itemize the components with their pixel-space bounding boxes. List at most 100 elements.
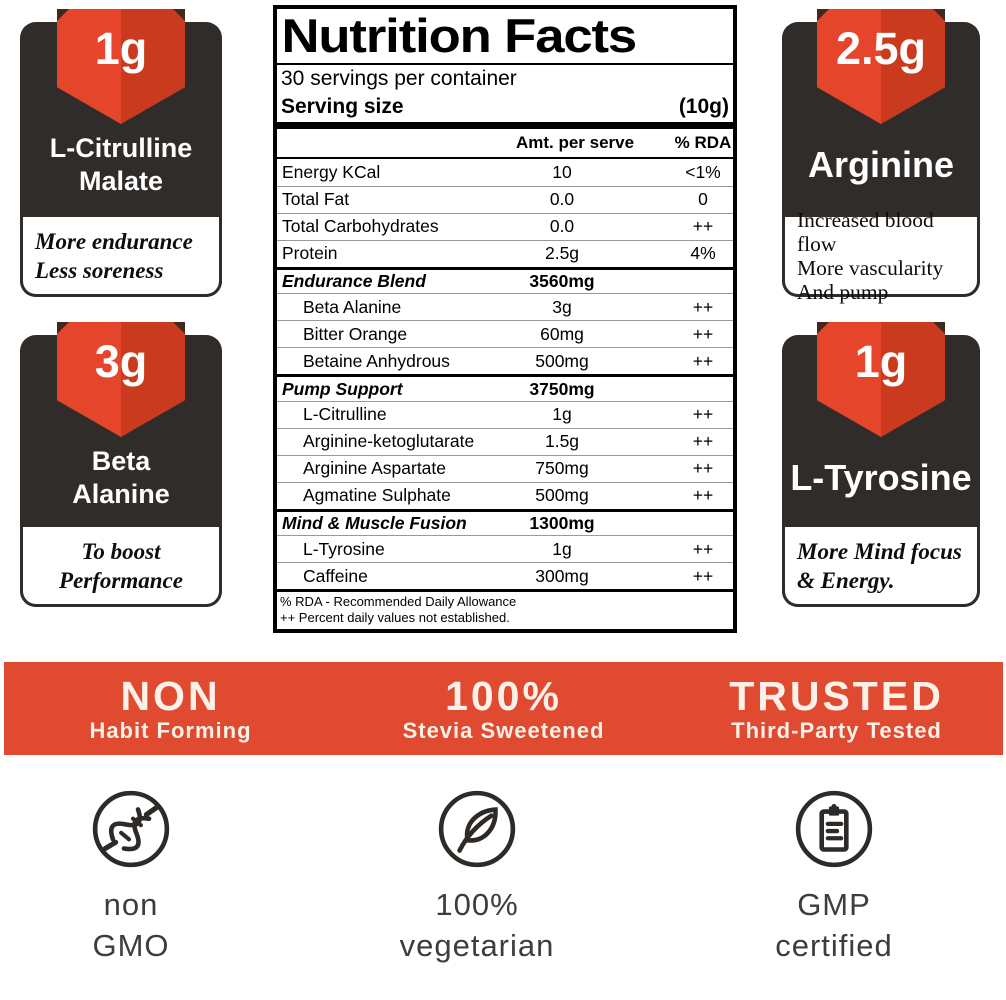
row-ingredient-name: L-Citrulline xyxy=(303,404,387,425)
row-amount: 750mg xyxy=(535,458,589,479)
feature-caption-line: certified xyxy=(775,928,893,963)
row-rda: ++ xyxy=(692,431,714,452)
rda-column-header: % RDA xyxy=(674,133,732,152)
feature-caption: GMP certified xyxy=(734,884,934,966)
ingredient-name-line: Alanine xyxy=(72,479,170,509)
ingredient-benefit-text: To boost Performance xyxy=(20,527,222,607)
row-amount: 10 xyxy=(552,161,572,182)
feature-item: GMP certified xyxy=(734,788,934,966)
row-amount: 1g xyxy=(552,404,572,425)
footnote-line: % RDA - Recommended Daily Allowance xyxy=(280,594,517,610)
row-ingredient-name: Arginine-ketoglutarate xyxy=(303,431,475,452)
row-ingredient-name: Mind & Muscle Fusion xyxy=(282,513,467,534)
row-ingredient-name: Energy KCal xyxy=(282,161,381,182)
row-rda: ++ xyxy=(692,350,714,371)
row-amount: 500mg xyxy=(535,485,589,506)
gmp-clipboard-icon xyxy=(793,788,875,870)
nutrition-row: Agmatine Sulphate 500mg ++ xyxy=(277,481,733,509)
ingredient-benefit-text: More endurance Less soreness xyxy=(20,217,222,297)
nutrition-row: Endurance Blend 3560mg xyxy=(277,266,733,294)
row-ingredient-name: Pump Support xyxy=(282,378,403,399)
row-ingredient-name: L-Tyrosine xyxy=(303,538,385,559)
non-gmo-dna-icon xyxy=(90,788,172,870)
nutrition-row: Mind & Muscle Fusion 1300mg xyxy=(277,508,733,536)
row-rda: ++ xyxy=(692,565,714,586)
row-rda: ++ xyxy=(692,485,714,506)
feature-caption-line: GMP xyxy=(797,887,871,922)
row-ingredient-name: Total Fat xyxy=(282,189,350,210)
amount-column-header: Amt. per serve xyxy=(515,133,635,152)
table-header-row: Amt. per serve % RDA xyxy=(277,129,733,159)
ingredient-name-line: Beta xyxy=(91,446,151,476)
row-amount: 300mg xyxy=(535,565,589,586)
ingredient-benefit-text: Increased blood flow More vascularity And … xyxy=(782,208,980,304)
benefit-line: More vascularity xyxy=(797,255,944,280)
ingredient-name-line: Malate xyxy=(78,166,164,196)
row-rda: ++ xyxy=(692,458,714,479)
benefit-line: Performance xyxy=(59,567,183,593)
banner-claim-title: NON xyxy=(120,672,221,719)
banner-claim-subtitle: Habit Forming xyxy=(89,717,252,743)
ribbon-amount-text: 1g xyxy=(854,336,908,387)
row-amount: 0.0 xyxy=(549,189,575,210)
benefit-line: Less soreness xyxy=(35,257,164,283)
row-rda: ++ xyxy=(692,538,714,559)
row-ingredient-name: Betaine Anhydrous xyxy=(303,350,450,371)
row-amount: 1.5g xyxy=(544,431,580,452)
row-amount: 3750mg xyxy=(529,378,595,399)
feature-caption: 100% vegetarian xyxy=(377,884,577,966)
row-ingredient-name: Total Carbohydrates xyxy=(282,216,439,237)
thick-divider-bar xyxy=(277,122,733,129)
benefit-line: To boost xyxy=(81,538,161,564)
ingredient-name: L-Citrulline Malate xyxy=(20,132,222,198)
row-ingredient-name: Arginine Aspartate xyxy=(303,458,447,479)
amount-ribbon: 3g xyxy=(57,322,185,437)
banner-claim-title: 100% xyxy=(445,672,562,719)
benefit-line: More endurance xyxy=(35,228,193,254)
amount-ribbon: 1g xyxy=(57,9,185,124)
row-rda: ++ xyxy=(692,216,714,237)
banner-claim-title: TRUSTED xyxy=(729,672,944,719)
ingredient-benefit-text: More Mind focus & Energy. xyxy=(782,527,980,607)
feature-item: 100% vegetarian xyxy=(377,788,577,966)
ingredient-name-line: L-Tyrosine xyxy=(790,457,972,498)
benefit-line: Increased blood flow xyxy=(797,207,934,256)
ingredient-badge: 1g L-Citrulline Malate More endurance Less s… xyxy=(20,9,222,297)
row-ingredient-name: Bitter Orange xyxy=(303,323,408,344)
row-rda: <1% xyxy=(685,161,721,182)
banner-claim: TRUSTED Third-Party Tested xyxy=(670,662,1003,755)
row-rda: ++ xyxy=(692,404,714,425)
benefit-line: And pump xyxy=(797,279,889,304)
nutrition-row: Beta Alanine 3g ++ xyxy=(277,293,733,320)
row-ingredient-name: Protein xyxy=(282,243,338,264)
nutrition-facts-panel: Nutrition Facts 30 servings per containe… xyxy=(273,5,737,633)
ribbon-amount-text: 3g xyxy=(94,336,148,387)
row-ingredient-name: Endurance Blend xyxy=(282,271,426,291)
ribbon-amount-text: 2.5g xyxy=(835,23,927,74)
nutrition-row: Total Carbohydrates 0.0 ++ xyxy=(277,212,733,240)
vegetarian-leaf-icon xyxy=(436,788,518,870)
nutrition-facts-title: Nutrition Facts xyxy=(281,9,637,62)
nutrition-row: L-Tyrosine 1g ++ xyxy=(277,535,733,562)
row-ingredient-name: Agmatine Sulphate xyxy=(303,485,451,506)
feature-caption-line: 100% xyxy=(435,887,519,922)
servings-per-container: 30 servings per container xyxy=(281,67,517,90)
row-amount: 0.0 xyxy=(549,216,575,237)
amount-ribbon: 2.5g xyxy=(817,9,945,124)
nutrition-row: Caffeine 300mg ++ xyxy=(277,562,733,589)
feature-caption-line: non xyxy=(103,887,159,922)
nutrition-row: Protein 2.5g 4% xyxy=(277,239,733,267)
banner-claim: 100% Stevia Sweetened xyxy=(337,662,670,755)
feature-item: non GMO xyxy=(31,788,231,966)
serving-size-value: (10g) xyxy=(678,95,729,118)
nutrition-row: Bitter Orange 60mg ++ xyxy=(277,320,733,347)
row-rda: 4% xyxy=(690,243,716,264)
nutrition-facts-header: Nutrition Facts xyxy=(277,9,733,65)
ingredient-name-line: L-Citrulline xyxy=(49,133,193,163)
feature-caption: non GMO xyxy=(31,884,231,966)
ingredient-name: L-Tyrosine xyxy=(782,457,980,499)
row-ingredient-name: Caffeine xyxy=(303,565,368,586)
ribbon-amount-text: 1g xyxy=(94,23,148,74)
row-amount: 2.5g xyxy=(544,243,580,264)
